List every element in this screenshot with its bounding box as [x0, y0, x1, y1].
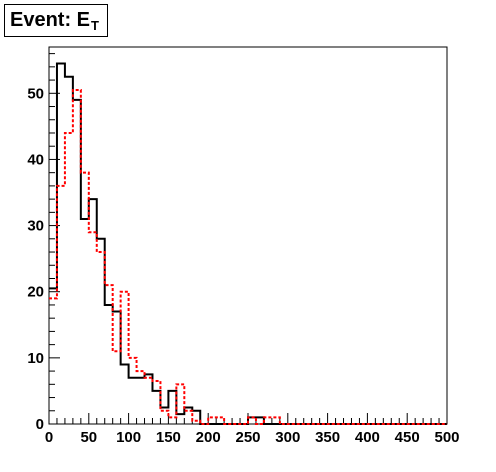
x-tick-label: 100 — [116, 429, 141, 446]
x-tick-label: 150 — [156, 429, 181, 446]
x-tick-label: 200 — [196, 429, 221, 446]
chart-title-subscript: T — [91, 18, 99, 33]
y-tick-label: 50 — [27, 85, 44, 102]
y-tick-label: 30 — [27, 218, 44, 235]
y-tick-label: 10 — [27, 350, 44, 367]
y-tick-label: 40 — [27, 151, 44, 168]
chart-title-text: Event: E — [10, 9, 91, 31]
y-tick-label: 0 — [36, 416, 44, 433]
series-1-line — [49, 88, 447, 425]
x-tick-label: 350 — [315, 429, 340, 446]
y-tick-label: 20 — [27, 284, 44, 301]
x-tick-label: 0 — [45, 429, 53, 446]
plot-frame — [48, 46, 448, 425]
x-tick-label: 450 — [395, 429, 420, 446]
series-layer — [49, 62, 447, 425]
x-tick-label: 400 — [355, 429, 380, 446]
x-tick-label: 50 — [80, 429, 97, 446]
x-tick-label: 250 — [235, 429, 260, 446]
tick-labels: 0 50 100 150 200 250 300 350 400 450 500 0 10 20 30 40 5… — [27, 85, 459, 446]
x-tick-label: 300 — [275, 429, 300, 446]
x-tick-label: 500 — [434, 429, 459, 446]
chart-title: Event: ET — [4, 4, 108, 37]
